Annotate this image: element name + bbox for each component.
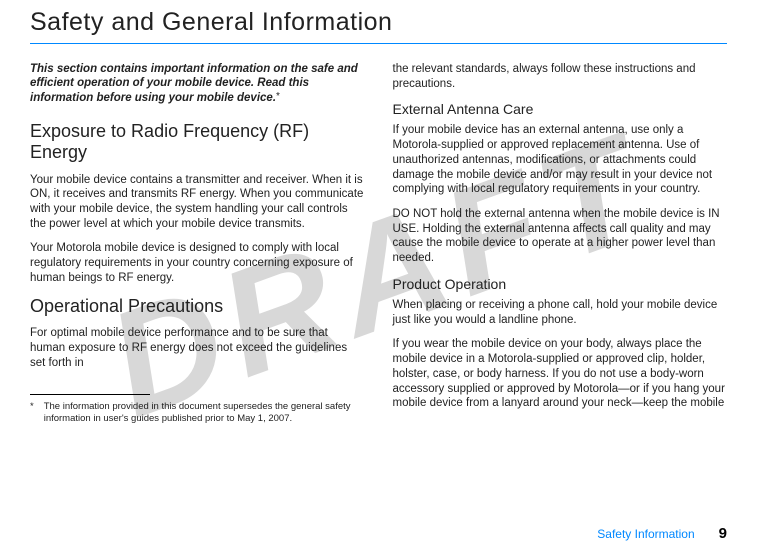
heading-operational-precautions: Operational Precautions	[30, 296, 365, 317]
body-text: For optimal mobile device performance an…	[30, 326, 365, 370]
page-title: Safety and General Information	[30, 8, 727, 37]
footer-page-number: 9	[719, 525, 727, 542]
heading-external-antenna: External Antenna Care	[393, 101, 728, 117]
page-content: Safety and General Information This sect…	[0, 0, 757, 434]
right-column: the relevant standards, always follow th…	[393, 62, 728, 426]
body-text: Your mobile device contains a transmitte…	[30, 173, 365, 232]
heading-product-operation: Product Operation	[393, 276, 728, 292]
body-text: When placing or receiving a phone call, …	[393, 298, 728, 327]
intro-asterisk: *	[276, 91, 280, 102]
body-text: Your Motorola mobile device is designed …	[30, 241, 365, 285]
footnote: * The information provided in this docum…	[30, 401, 365, 426]
title-divider	[30, 43, 727, 44]
body-text: DO NOT hold the external antenna when th…	[393, 207, 728, 266]
body-text: If you wear the mobile device on your bo…	[393, 337, 728, 411]
page-footer: Safety Information 9	[597, 525, 727, 542]
body-text: If your mobile device has an external an…	[393, 123, 728, 197]
intro-paragraph: This section contains important informat…	[30, 62, 365, 105]
footnote-text: The information provided in this documen…	[44, 401, 365, 426]
two-column-layout: This section contains important informat…	[30, 62, 727, 426]
intro-bold-text: This section contains important informat…	[30, 63, 358, 104]
body-text: the relevant standards, always follow th…	[393, 62, 728, 91]
left-column: This section contains important informat…	[30, 62, 365, 426]
footer-section-label: Safety Information	[597, 527, 694, 541]
heading-rf-energy: Exposure to Radio Frequency (RF) Energy	[30, 121, 365, 162]
footnote-rule	[30, 394, 150, 395]
footnote-marker: *	[30, 401, 34, 426]
